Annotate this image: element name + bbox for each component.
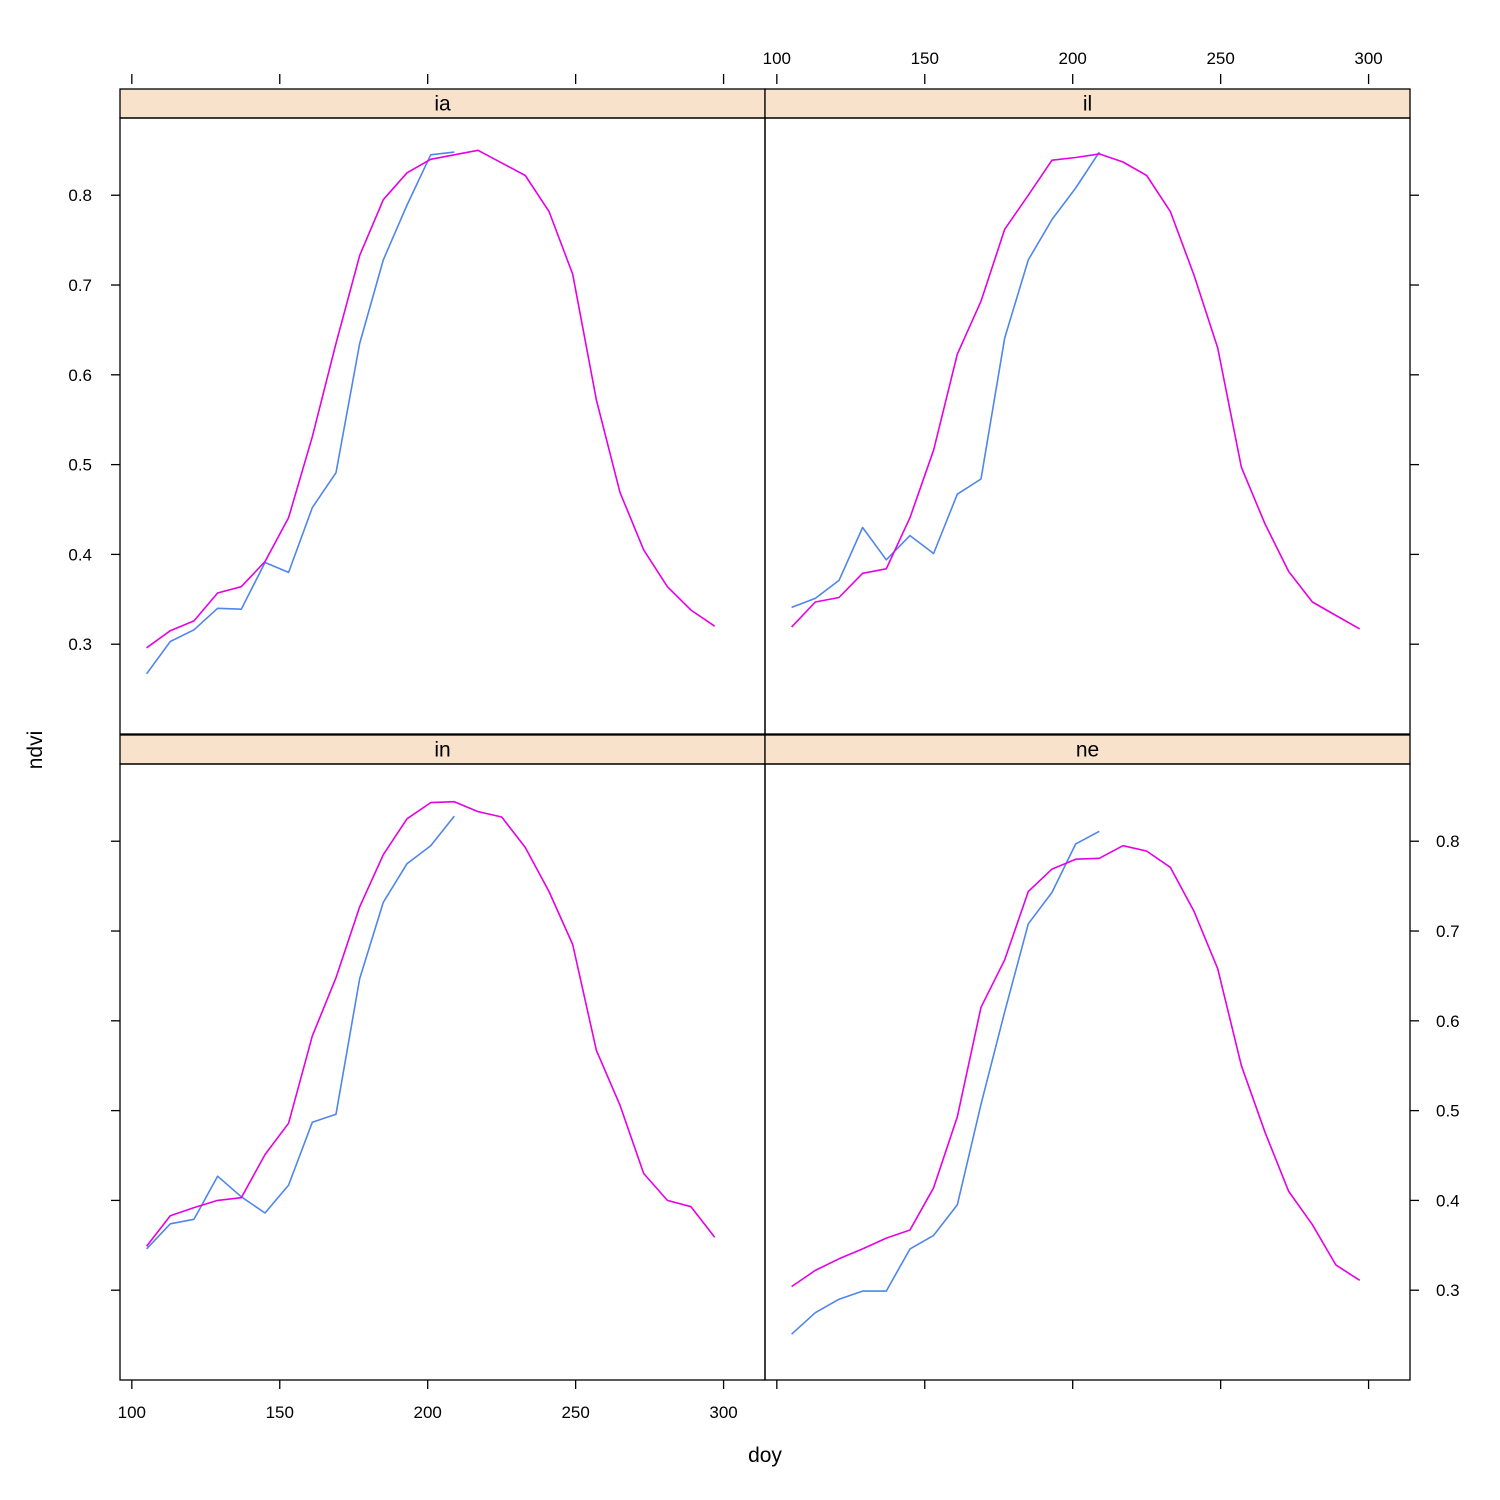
plot-area: ia 0.3 0.4 0.5 0.6 0.7 0.8 il 100 150 200 250 300 in 1…: [68, 49, 1459, 1422]
y-tick-label: 0.7: [1436, 922, 1460, 941]
panel-strip-label: il: [1083, 93, 1092, 116]
y-tick-label: 0.5: [1436, 1102, 1460, 1121]
series-line: [791, 844, 1361, 1288]
x-tick-label: 200: [414, 1403, 442, 1422]
panel-frame: [119, 763, 766, 1381]
x-tick-label: 250: [1206, 49, 1234, 68]
series-line: [145, 800, 716, 1247]
y-tick-label: 0.8: [68, 186, 92, 205]
panel-strip: [119, 734, 766, 765]
x-tick-label: 150: [911, 49, 939, 68]
series-line: [145, 151, 455, 675]
y-tick-label: 0.7: [68, 276, 92, 295]
series-line: [146, 149, 716, 649]
series-line: [791, 151, 1100, 609]
x-tick-label: 300: [709, 1403, 737, 1422]
panel-frame: [764, 763, 1411, 1381]
y-tick-label: 0.5: [68, 456, 92, 475]
y-tick-label: 0.6: [1436, 1012, 1460, 1031]
x-tick-label: 100: [763, 49, 791, 68]
panel-strip: [764, 88, 1411, 119]
y-tick-label: 0.3: [68, 635, 92, 654]
panel-strip-label: in: [434, 739, 450, 762]
y-tick-label: 0.4: [68, 545, 92, 564]
series-line: [791, 153, 1361, 630]
y-tick-label: 0.6: [68, 366, 92, 385]
series-line: [146, 815, 455, 1250]
y-tick-label: 0.4: [1436, 1191, 1460, 1210]
panel-frame: [764, 117, 1411, 735]
panel-frame: [119, 117, 766, 735]
x-tick-label: 250: [561, 1403, 589, 1422]
panel-strip: [119, 88, 766, 119]
x-axis-label: doy: [748, 1444, 782, 1467]
x-tick-label: 150: [266, 1403, 294, 1422]
series-line: [791, 830, 1100, 1335]
x-tick-label: 300: [1354, 49, 1382, 68]
y-tick-label: 0.8: [1436, 832, 1460, 851]
y-tick-label: 0.3: [1436, 1281, 1460, 1300]
panel-strip-label: ia: [434, 93, 451, 116]
y-axis-label: ndvi: [24, 731, 47, 770]
x-tick-label: 100: [118, 1403, 146, 1422]
panel-strip-label: ne: [1076, 739, 1099, 762]
x-tick-label: 200: [1059, 49, 1087, 68]
panel-strip: [764, 734, 1411, 765]
